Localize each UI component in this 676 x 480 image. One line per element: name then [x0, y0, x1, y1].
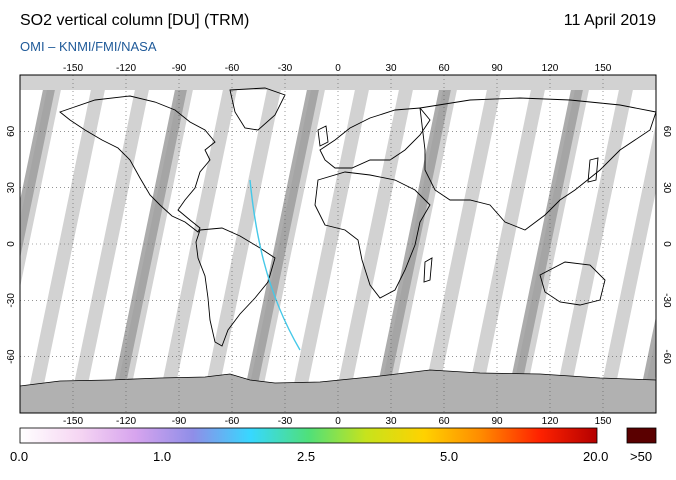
- map-title: SO2 vertical column [DU] (TRM): [20, 12, 250, 29]
- lon-tick-bottom: 120: [542, 416, 559, 427]
- lat-tick-left: -60: [6, 349, 17, 364]
- lat-tick-left: 30: [6, 182, 17, 194]
- lon-tick-bottom: -60: [225, 416, 240, 427]
- lat-tick-right: 30: [661, 182, 672, 194]
- lon-tick-top: -90: [172, 63, 187, 74]
- north-america-coast: [59, 95, 216, 233]
- colorbar-label-1: 1.0: [153, 449, 172, 464]
- lat-tick-left: 0: [6, 241, 17, 247]
- lon-tick-bottom: 0: [335, 416, 341, 427]
- lon-tick-top: 120: [542, 63, 559, 74]
- colorbar-label-2: 2.5: [297, 449, 316, 464]
- madagascar-coast: [423, 257, 433, 283]
- lat-ticks-left: 60 30 0 -30 -60: [6, 125, 17, 364]
- arctic-dark-band: [20, 75, 656, 90]
- lon-ticks-top: -150 -120 -90 -60 -30 0 30 60 90 120 150: [63, 63, 612, 74]
- track-line: [249, 179, 301, 351]
- lat-tick-right: 0: [661, 241, 672, 247]
- lat-ticks-right: 60 30 0 -30 -60: [661, 126, 672, 365]
- japan-coast: [587, 157, 599, 183]
- lon-tick-bottom: 150: [595, 416, 612, 427]
- lat-tick-left: 60: [6, 125, 17, 137]
- lat-tick-right: -60: [661, 349, 672, 364]
- colorbar-over-box: [626, 427, 657, 444]
- south-america-coast: [195, 227, 276, 347]
- lat-tick-right: -30: [661, 293, 672, 308]
- lon-tick-bottom: -30: [278, 416, 293, 427]
- map-frame: [19, 74, 657, 414]
- orbit-overlap: [504, 75, 586, 413]
- lon-tick-top: 150: [595, 63, 612, 74]
- lon-tick-bottom: 30: [385, 416, 397, 427]
- orbit-swath: [610, 190, 656, 413]
- colorbar-label-3: 5.0: [440, 449, 459, 464]
- orbit-overlap: [20, 75, 58, 259]
- uk-coast: [317, 125, 329, 147]
- map-date: 11 April 2019: [563, 12, 656, 29]
- lon-tick-top: -120: [116, 63, 136, 74]
- asia-coast: [419, 97, 656, 231]
- greenland-coast: [229, 87, 286, 131]
- colorbar-label-4: 20.0: [583, 449, 609, 464]
- graticule: [20, 75, 656, 413]
- lon-tick-top: 90: [491, 63, 503, 74]
- lon-tick-bottom: -120: [116, 416, 136, 427]
- orbit-overlap: [108, 75, 190, 413]
- lon-tick-top: -150: [63, 63, 83, 74]
- lon-tick-top: 30: [385, 63, 397, 74]
- orbit-overlap: [372, 75, 454, 413]
- lon-tick-top: -60: [225, 63, 240, 74]
- data-credit: OMI – KNMI/FMI/NASA: [20, 39, 157, 54]
- lon-tick-bottom: 90: [491, 416, 503, 427]
- colorbar: [19, 427, 598, 444]
- europe-coast: [319, 107, 431, 169]
- orbit-shadows: [20, 75, 656, 413]
- lon-tick-top: 60: [438, 63, 450, 74]
- orbit-overlap: [240, 75, 322, 413]
- colorbar-label-0: 0.0: [10, 449, 29, 464]
- lon-tick-bottom: -150: [63, 416, 83, 427]
- orbit-swath: [566, 75, 656, 413]
- lon-tick-top: -30: [278, 63, 293, 74]
- colorbar-over-label: >50: [630, 449, 653, 464]
- lat-tick-left: -30: [6, 293, 17, 308]
- lon-tick-top: 0: [335, 63, 341, 74]
- lon-tick-bottom: 60: [438, 416, 450, 427]
- lat-tick-right: 60: [661, 126, 672, 138]
- orbit-swath: [20, 75, 94, 413]
- lon-tick-bottom: -90: [172, 416, 187, 427]
- lon-ticks-bottom: -150 -120 -90 -60 -30 0 30 60 90 120 150: [63, 416, 612, 427]
